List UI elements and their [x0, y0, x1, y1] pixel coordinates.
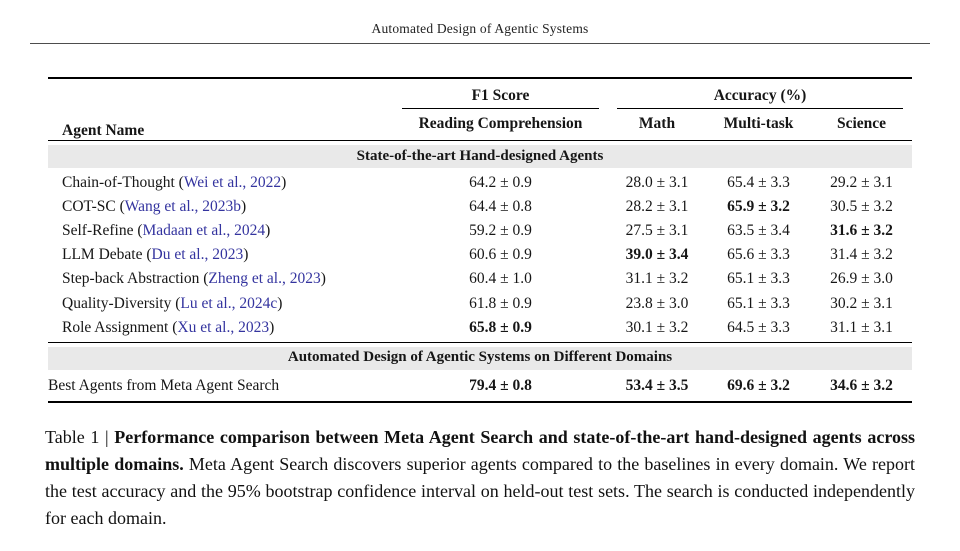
- science-cell: 30.5 ± 3.2: [830, 197, 893, 215]
- multi-task-cell: 65.6 ± 3.3: [727, 246, 790, 264]
- table-row: Role Assignment (Xu et al., 2023) 65.8 ±…: [48, 315, 912, 343]
- citation-link[interactable]: Madaan et al., 2024: [142, 221, 266, 239]
- sub-header-row: Reading Comprehension Math Multi-task Sc…: [48, 109, 912, 141]
- agent-name-cell: Step-back Abstraction (Zheng et al., 202…: [62, 270, 326, 288]
- f1-cell: 61.8 ± 0.9: [469, 294, 532, 312]
- math-cell: 28.2 ± 3.1: [625, 197, 689, 215]
- science-cell: 26.9 ± 3.0: [830, 270, 893, 288]
- citation-link[interactable]: Du et al., 2023: [151, 246, 244, 264]
- f1-cell: 59.2 ± 0.9: [469, 221, 532, 239]
- section-header-row: Automated Design of Agentic Systems on D…: [48, 342, 912, 372]
- multi-task-cell: 65.1 ± 3.3: [727, 270, 790, 288]
- agent-name-cell: Best Agents from Meta Agent Search: [48, 376, 280, 394]
- f1-cell: 64.2 ± 0.9: [469, 173, 532, 191]
- science-cell: 30.2 ± 3.1: [830, 294, 893, 312]
- citation-link[interactable]: Lu et al., 2024c: [180, 294, 278, 312]
- multi-task-cell: 69.6 ± 3.2: [727, 376, 790, 394]
- citation-link[interactable]: Wei et al., 2022: [183, 173, 282, 191]
- col-header-multi-task: Multi-task: [723, 115, 794, 132]
- agent-name-cell: COT-SC (Wang et al., 2023b): [62, 197, 247, 215]
- col-group-accuracy: Accuracy (%): [608, 78, 912, 109]
- f1-cell: 65.8 ± 0.9: [393, 315, 608, 343]
- table-row: LLM Debate (Du et al., 2023) 60.6 ± 0.9 …: [48, 243, 912, 267]
- table-row: Self-Refine (Madaan et al., 2024) 59.2 ±…: [48, 218, 912, 242]
- paper-page: Automated Design of Agentic Systems Agen…: [30, 21, 930, 532]
- section-header-automated-design: Automated Design of Agentic Systems on D…: [48, 346, 912, 370]
- running-title: Automated Design of Agentic Systems: [371, 21, 589, 36]
- math-cell: 39.0 ± 3.4: [625, 246, 689, 264]
- table-row: COT-SC (Wang et al., 2023b) 64.4 ± 0.8 2…: [48, 194, 912, 218]
- caption-label: Table 1 |: [45, 426, 115, 447]
- multi-task-cell: 65.9 ± 3.2: [727, 197, 790, 215]
- agent-name-cell: LLM Debate (Du et al., 2023): [62, 246, 249, 264]
- science-cell: 29.2 ± 3.1: [830, 173, 893, 191]
- science-cell: 31.6 ± 3.2: [830, 221, 893, 239]
- agent-name-cell: Role Assignment (Xu et al., 2023): [48, 315, 393, 343]
- agent-name-cell: Self-Refine (Madaan et al., 2024): [62, 221, 271, 239]
- table-row: Chain-of-Thought (Wei et al., 2022) 64.2…: [48, 170, 912, 194]
- col-group-f1-score: F1 Score: [393, 78, 608, 109]
- multi-task-cell: 64.5 ± 3.3: [706, 315, 811, 343]
- citation-link[interactable]: Wang et al., 2023b: [124, 197, 241, 215]
- multi-task-cell: 65.1 ± 3.3: [727, 294, 790, 312]
- table-caption: Table 1 | Performance comparison between…: [45, 424, 915, 532]
- multi-task-cell: 63.5 ± 3.4: [727, 221, 790, 239]
- col-header-reading-comprehension: Reading Comprehension: [418, 115, 583, 132]
- f1-cell: 60.6 ± 0.9: [469, 246, 532, 264]
- math-cell: 28.0 ± 3.1: [625, 173, 689, 191]
- caption-body: Meta Agent Search discovers superior age…: [45, 453, 915, 528]
- agent-name-cell: Chain-of-Thought (Wei et al., 2022): [62, 173, 287, 191]
- col-header-math: Math: [638, 115, 676, 132]
- section-header-hand-designed: State-of-the-art Hand-designed Agents: [48, 145, 912, 168]
- col-header-agent-name: Agent Name: [62, 122, 145, 139]
- section-header-row: State-of-the-art Hand-designed Agents: [48, 141, 912, 171]
- running-title-rule: [30, 43, 930, 44]
- math-cell: 23.8 ± 3.0: [625, 294, 689, 312]
- math-cell: 53.4 ± 3.5: [625, 376, 689, 394]
- table-row-best-agents: Best Agents from Meta Agent Search 79.4 …: [48, 372, 912, 402]
- science-cell: 31.4 ± 3.2: [830, 246, 893, 264]
- agent-name-cell: Quality-Diversity (Lu et al., 2024c): [62, 294, 283, 312]
- f1-cell: 79.4 ± 0.8: [469, 376, 532, 394]
- citation-link[interactable]: Zheng et al., 2023: [208, 270, 321, 288]
- f1-cell: 64.4 ± 0.8: [469, 197, 532, 215]
- science-cell: 31.1 ± 3.1: [811, 315, 912, 343]
- caption-bold-title: Performance comparison between Meta Agen…: [45, 426, 915, 474]
- table-row: Quality-Diversity (Lu et al., 2024c) 61.…: [48, 291, 912, 315]
- f1-cell: 60.4 ± 1.0: [469, 270, 532, 288]
- math-cell: 27.5 ± 3.1: [625, 221, 689, 239]
- citation-link[interactable]: Xu et al., 2023: [177, 318, 270, 336]
- table-row: Step-back Abstraction (Zheng et al., 202…: [48, 267, 912, 291]
- science-cell: 34.6 ± 3.2: [830, 376, 893, 394]
- col-header-science: Science: [836, 115, 887, 132]
- group-header-row: Agent Name F1 Score Accuracy (%): [48, 78, 912, 139]
- table-header: Agent Name F1 Score Accuracy (%) Reading…: [48, 78, 912, 141]
- math-cell: 30.1 ± 3.2: [608, 315, 706, 343]
- math-cell: 31.1 ± 3.2: [625, 270, 689, 288]
- results-table: Agent Name F1 Score Accuracy (%) Reading…: [48, 77, 912, 403]
- multi-task-cell: 65.4 ± 3.3: [727, 173, 790, 191]
